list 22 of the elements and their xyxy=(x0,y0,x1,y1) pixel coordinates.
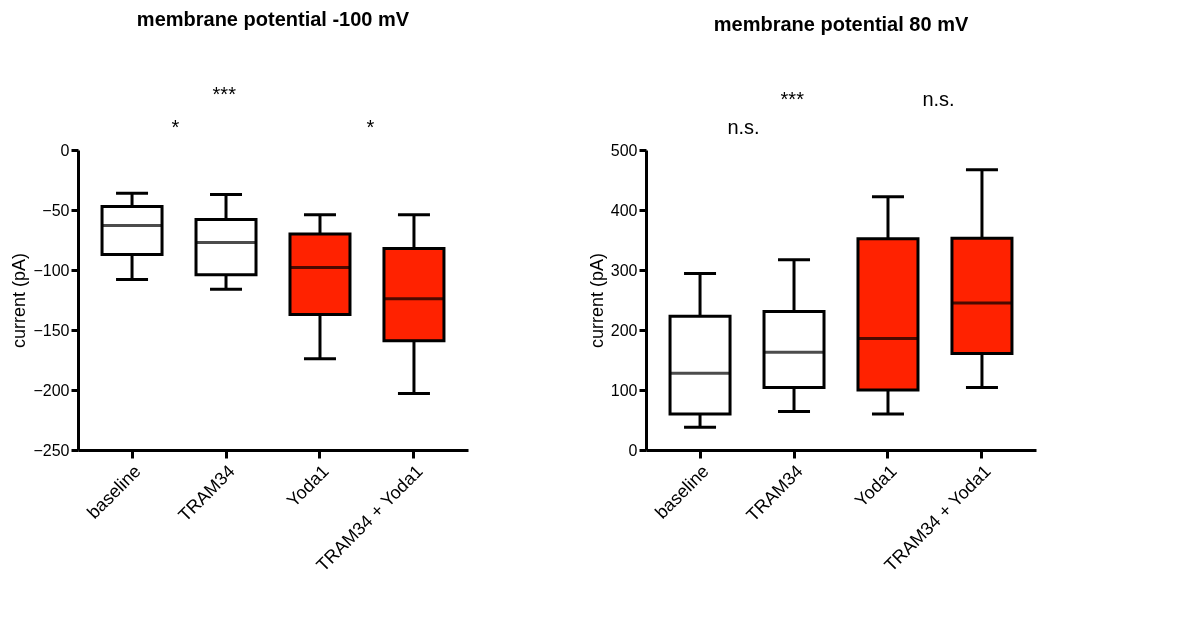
text: *** xyxy=(212,83,237,105)
text: *** xyxy=(780,88,805,110)
y-tick-label: −100 xyxy=(33,261,70,279)
y-tick-label: −150 xyxy=(33,321,70,339)
text: n.s. xyxy=(727,116,760,138)
y-axis-title: current (pA) xyxy=(9,252,30,349)
y-tick-label: 500 xyxy=(610,141,638,159)
text: * xyxy=(171,116,180,138)
y-tick-label: 300 xyxy=(610,261,638,279)
y-axis-title: current (pA) xyxy=(586,252,607,349)
y-tick-label: −250 xyxy=(33,441,70,459)
text: * xyxy=(366,116,375,138)
y-tick-label: 0 xyxy=(60,141,70,159)
y-tick-label: 400 xyxy=(610,201,638,219)
text: n.s. xyxy=(922,88,955,110)
chart-title: membrane potential 80 mV xyxy=(713,13,969,35)
y-tick-label: −50 xyxy=(42,201,70,219)
chart-title: membrane potential -100 mV xyxy=(136,8,410,30)
y-tick-label: 100 xyxy=(610,381,638,399)
y-tick-label: −200 xyxy=(33,381,70,399)
y-tick-label: 200 xyxy=(610,321,638,339)
y-tick-label: 0 xyxy=(628,441,638,459)
